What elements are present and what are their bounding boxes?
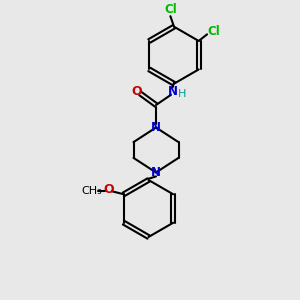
Text: O: O: [131, 85, 142, 98]
Text: N: N: [151, 121, 161, 134]
Text: Cl: Cl: [164, 3, 177, 16]
Text: H: H: [178, 88, 187, 99]
Text: N: N: [167, 85, 178, 98]
Text: CH₃: CH₃: [81, 186, 102, 196]
Text: N: N: [151, 166, 161, 179]
Text: O: O: [103, 183, 114, 196]
Text: Cl: Cl: [207, 25, 220, 38]
